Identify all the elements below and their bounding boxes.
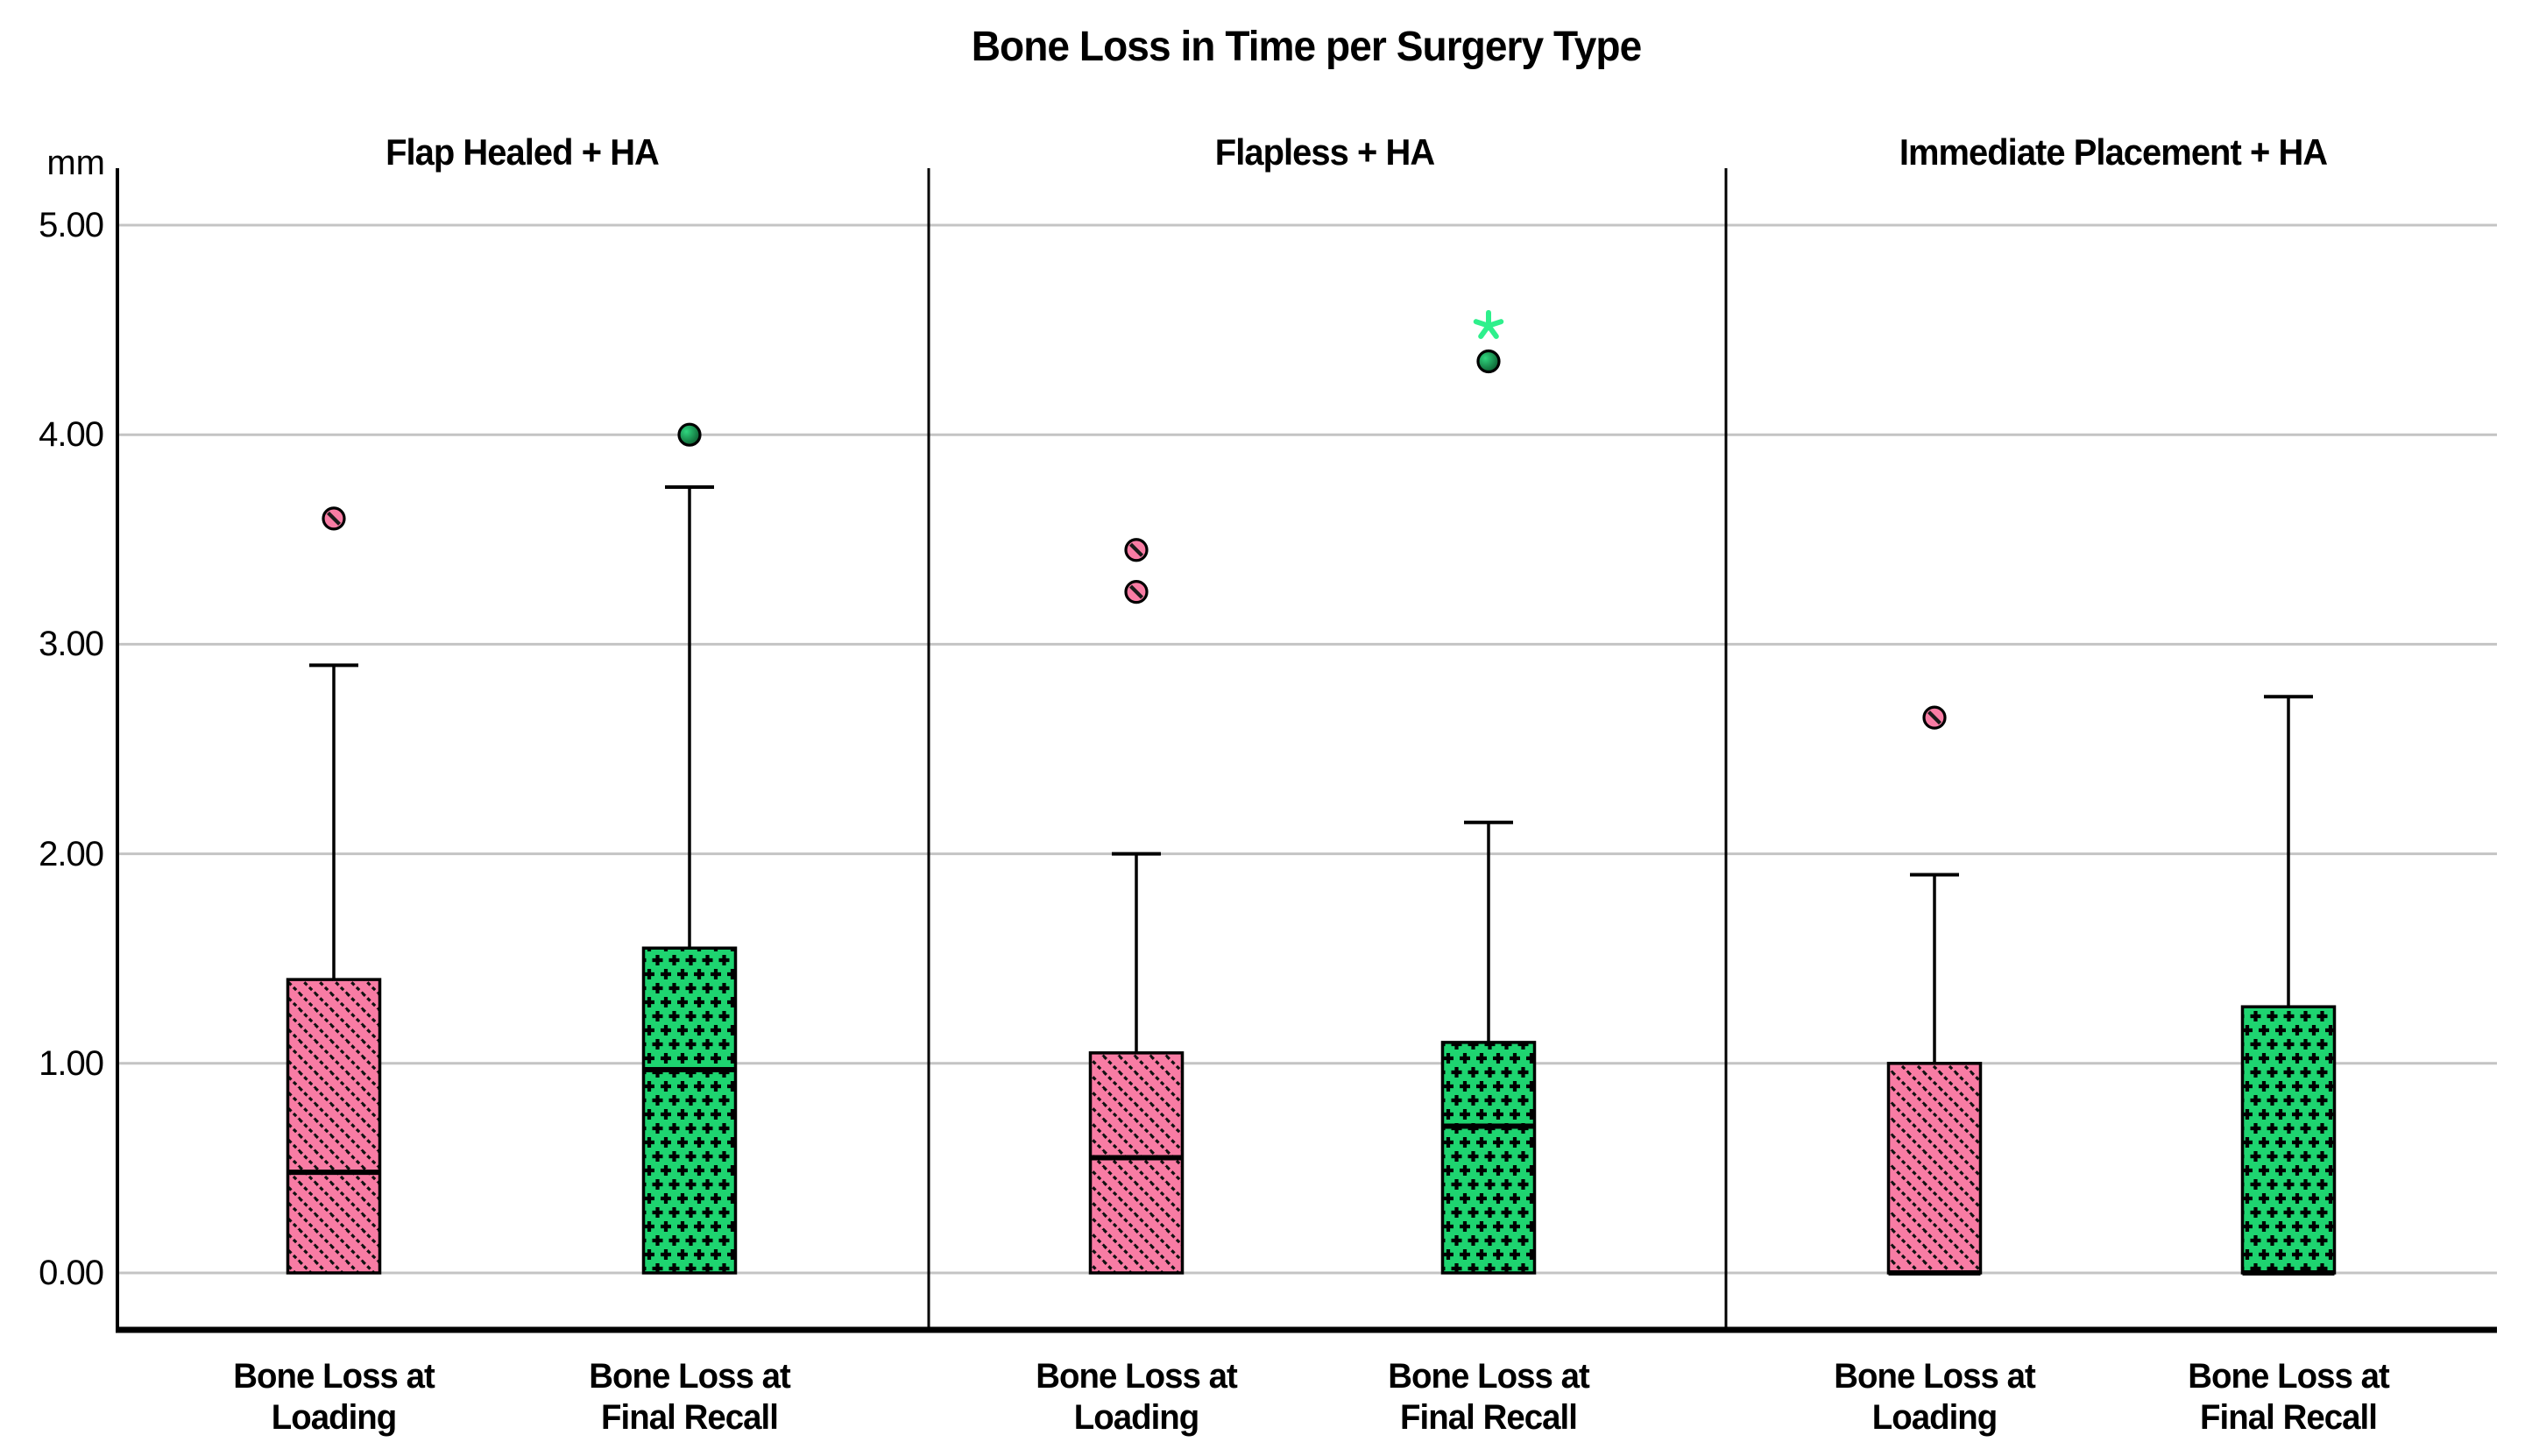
x-category-label: Bone Loss at Loading [233, 1357, 435, 1437]
x-category-label: Bone Loss at Final Recall [2188, 1357, 2390, 1437]
y-tick-label: 2.00 [39, 834, 104, 873]
panel-title-immediate-placement: Immediate Placement + HA [1899, 131, 2328, 173]
chart-title: Bone Loss in Time per Surgery Type [971, 24, 1643, 70]
outlier-hatch-mark [1129, 584, 1143, 599]
outlier-circle [677, 422, 702, 447]
outlier-hatch-mark [1927, 710, 1941, 725]
box-loading [1886, 1062, 1983, 1275]
extreme-star [1486, 319, 1504, 329]
box-final-recall [2240, 1005, 2337, 1275]
x-category-label: Bone Loss at Loading [1036, 1357, 1238, 1437]
panel-title-flap-healed: Flap Healed + HA [385, 131, 660, 173]
y-tick-label: 1.00 [39, 1043, 104, 1083]
y-tick-label: 4.00 [39, 415, 104, 455]
y-axis-unit-label: mm [46, 144, 105, 182]
x-category-label: Bone Loss at Final Recall [1388, 1357, 1590, 1437]
box-final-recall [1440, 1041, 1537, 1275]
x-category-label: Bone Loss at Loading [1834, 1357, 2036, 1437]
box-final-recall [641, 946, 738, 1275]
box-loading [1088, 1051, 1185, 1275]
y-tick-label: 5.00 [39, 206, 104, 244]
x-category-label: Bone Loss at Final Recall [589, 1357, 791, 1437]
outlier-hatch-mark [1129, 542, 1143, 557]
outlier-circle [1476, 349, 1501, 374]
y-tick-label: 0.00 [39, 1254, 104, 1292]
y-tick-label: 3.00 [39, 625, 104, 664]
outlier-hatch-mark [327, 511, 341, 526]
box-loading [286, 978, 382, 1275]
panel-title-flapless: Flapless + HA [1214, 131, 1435, 173]
